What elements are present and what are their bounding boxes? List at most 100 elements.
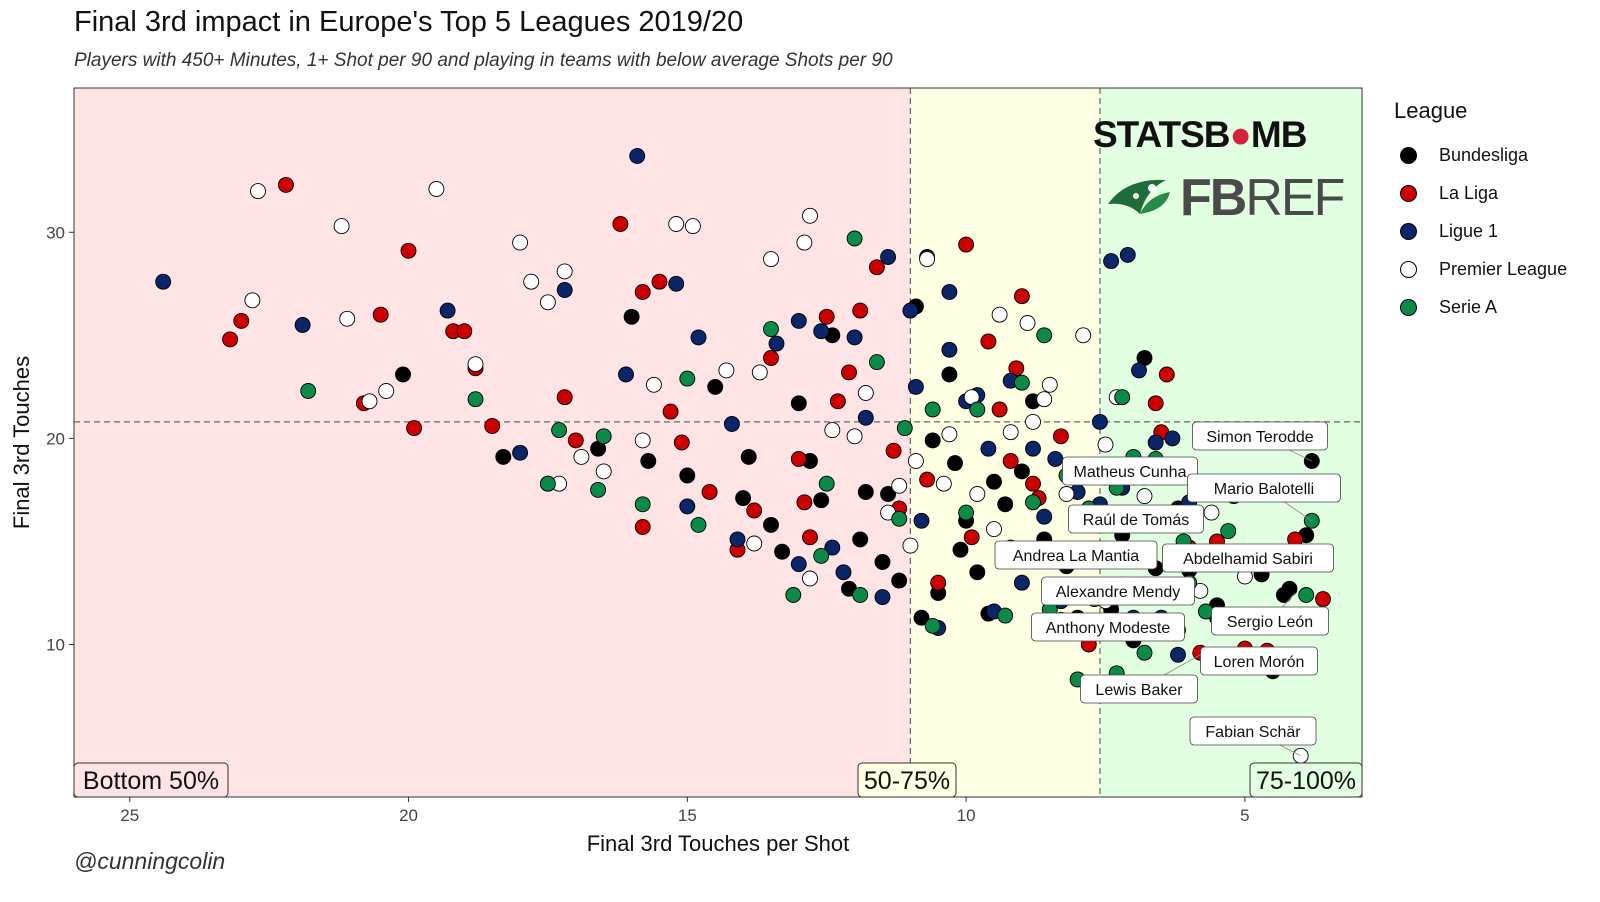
point-premier-league bbox=[1097, 436, 1114, 453]
point-bundesliga bbox=[874, 554, 891, 570]
point-la-liga bbox=[963, 529, 980, 546]
point-premier-league bbox=[1203, 504, 1220, 521]
point-la-liga bbox=[991, 401, 1008, 418]
point-ligue-1 bbox=[1047, 451, 1064, 467]
point-la-liga bbox=[651, 273, 668, 290]
point-ligue-1 bbox=[439, 302, 456, 319]
point-premier-league bbox=[668, 216, 685, 232]
point-premier-league bbox=[1036, 391, 1053, 408]
point-ligue-1 bbox=[1103, 253, 1120, 270]
legend: League Bundesliga La Liga Ligue 1 Premier L… bbox=[1394, 98, 1567, 326]
annotation-11: Fabian Schär bbox=[1189, 716, 1317, 757]
point-ligue-1 bbox=[512, 444, 529, 461]
x-tick-label: 20 bbox=[399, 806, 418, 825]
point-serie-a bbox=[595, 428, 612, 445]
annotation-label: Loren Morón bbox=[1214, 654, 1305, 671]
point-la-liga bbox=[484, 418, 501, 434]
point-premier-league bbox=[634, 432, 651, 449]
point-bundesliga bbox=[813, 492, 830, 509]
zone-label-text: Bottom 50% bbox=[83, 767, 219, 795]
caption: @cunningcolin bbox=[74, 848, 226, 874]
point-premier-league bbox=[556, 263, 573, 280]
point-serie-a bbox=[818, 475, 835, 492]
x-tick-label: 10 bbox=[957, 806, 976, 825]
point-la-liga bbox=[1147, 395, 1164, 412]
point-premier-league bbox=[991, 306, 1008, 323]
annotation-box bbox=[1068, 504, 1204, 534]
point-bundesliga bbox=[495, 448, 512, 465]
point-premier-league bbox=[824, 422, 841, 439]
annotation-10: Lewis Baker bbox=[1080, 654, 1201, 704]
point-bundesliga bbox=[880, 486, 897, 502]
point-la-liga bbox=[567, 432, 584, 449]
point-la-liga bbox=[634, 284, 651, 300]
player-annotations: Simon Terodde Matheus Cunha Mario Balotell… bbox=[994, 421, 1341, 757]
point-bundesliga bbox=[997, 496, 1014, 513]
point-serie-a bbox=[896, 420, 913, 437]
annotation-box bbox=[1211, 606, 1329, 636]
point-serie-a bbox=[868, 354, 885, 371]
point-serie-a bbox=[969, 401, 986, 418]
statsbomb-logo: STATSB●MB bbox=[1093, 114, 1307, 155]
point-premier-league bbox=[573, 448, 590, 465]
annotation-1: Matheus Cunha bbox=[1062, 456, 1198, 486]
point-serie-a bbox=[846, 230, 863, 247]
zone-label-text: 75-100% bbox=[1256, 767, 1356, 795]
point-bundesliga bbox=[640, 453, 657, 469]
point-ligue-1 bbox=[902, 302, 919, 319]
point-ligue-1 bbox=[294, 317, 311, 333]
point-premier-league bbox=[907, 453, 924, 469]
legend-label: Ligue 1 bbox=[1439, 220, 1499, 241]
point-ligue-1 bbox=[857, 409, 874, 426]
point-serie-a bbox=[1114, 389, 1131, 406]
point-ligue-1 bbox=[913, 512, 930, 529]
point-ligue-1 bbox=[1091, 413, 1108, 430]
point-serie-a bbox=[1036, 327, 1053, 344]
point-ligue-1 bbox=[1170, 646, 1186, 663]
annotation-5: Abdelhamid Sabiri bbox=[1162, 543, 1334, 573]
point-premier-league bbox=[941, 426, 958, 443]
point-bundesliga bbox=[1013, 463, 1030, 480]
annotation-box bbox=[1162, 543, 1334, 573]
point-serie-a bbox=[891, 510, 908, 527]
zone-backgrounds bbox=[74, 88, 1362, 797]
point-ligue-1 bbox=[1164, 430, 1181, 447]
annotation-2: Mario Balotelli bbox=[1187, 473, 1341, 522]
point-la-liga bbox=[958, 236, 975, 253]
point-premier-league bbox=[802, 207, 818, 224]
point-premier-league bbox=[428, 181, 445, 197]
point-la-liga bbox=[277, 176, 294, 193]
point-ligue-1 bbox=[846, 329, 863, 346]
point-bundesliga bbox=[952, 541, 969, 558]
point-premier-league bbox=[751, 364, 768, 381]
point-premier-league bbox=[1075, 327, 1092, 344]
point-la-liga bbox=[1052, 428, 1069, 445]
point-ligue-1 bbox=[835, 564, 852, 581]
point-serie-a bbox=[1220, 523, 1237, 540]
point-serie-a bbox=[924, 401, 941, 418]
annotation-4: Andrea La Mantia bbox=[994, 540, 1158, 570]
point-serie-a bbox=[679, 370, 696, 387]
annotation-label: Sergio León bbox=[1227, 614, 1313, 631]
point-ligue-1 bbox=[980, 440, 997, 457]
point-ligue-1 bbox=[941, 341, 958, 358]
point-ligue-1 bbox=[1036, 508, 1053, 525]
point-la-liga bbox=[1002, 453, 1019, 469]
point-la-liga bbox=[1013, 288, 1030, 305]
point-premier-league bbox=[467, 356, 484, 373]
annotation-label: Anthony Modeste bbox=[1046, 620, 1171, 637]
point-bundesliga bbox=[774, 543, 791, 560]
annotation-label: Mario Balotelli bbox=[1214, 481, 1314, 498]
point-la-liga bbox=[372, 306, 389, 323]
point-bundesliga bbox=[763, 516, 779, 533]
point-la-liga bbox=[612, 216, 629, 232]
point-la-liga bbox=[919, 471, 936, 488]
point-premier-league bbox=[902, 537, 919, 554]
point-premier-league bbox=[1136, 488, 1153, 505]
point-bundesliga bbox=[679, 467, 696, 484]
annotation-label: Abdelhamid Sabiri bbox=[1183, 551, 1313, 568]
point-serie-a bbox=[300, 383, 317, 399]
point-bundesliga bbox=[790, 395, 807, 412]
annotation-7: Sergio León bbox=[1211, 592, 1329, 636]
point-premier-league bbox=[244, 292, 261, 309]
